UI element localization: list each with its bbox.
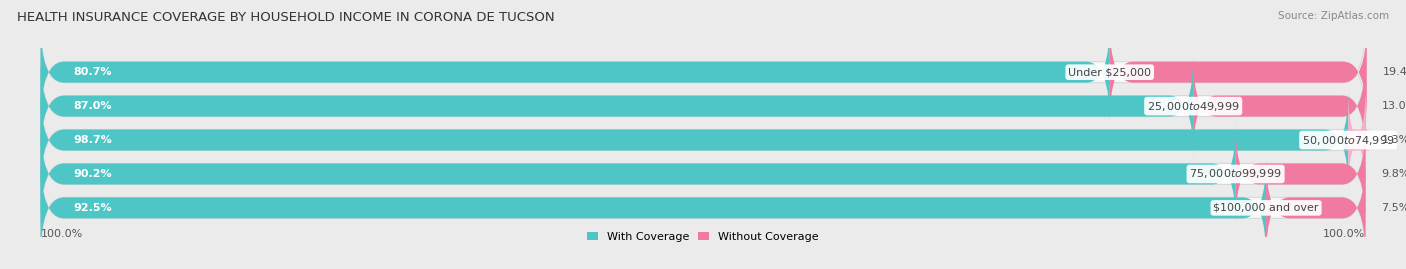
FancyBboxPatch shape <box>1109 22 1367 123</box>
Text: $25,000 to $49,999: $25,000 to $49,999 <box>1147 100 1240 113</box>
FancyBboxPatch shape <box>41 22 1365 123</box>
Text: Under $25,000: Under $25,000 <box>1069 67 1152 77</box>
FancyBboxPatch shape <box>41 157 1265 259</box>
Text: $100,000 and over: $100,000 and over <box>1213 203 1319 213</box>
FancyBboxPatch shape <box>41 90 1365 190</box>
Text: 9.8%: 9.8% <box>1381 169 1406 179</box>
Text: 87.0%: 87.0% <box>73 101 112 111</box>
Text: 7.5%: 7.5% <box>1381 203 1406 213</box>
FancyBboxPatch shape <box>41 22 1109 123</box>
FancyBboxPatch shape <box>41 157 1365 259</box>
Legend: With Coverage, Without Coverage: With Coverage, Without Coverage <box>582 227 824 246</box>
FancyBboxPatch shape <box>1265 157 1365 259</box>
FancyBboxPatch shape <box>41 90 1348 190</box>
FancyBboxPatch shape <box>41 123 1236 225</box>
Text: 19.4%: 19.4% <box>1382 67 1406 77</box>
FancyBboxPatch shape <box>1341 90 1372 190</box>
Text: 100.0%: 100.0% <box>41 229 83 239</box>
Text: 90.2%: 90.2% <box>73 169 112 179</box>
Text: 92.5%: 92.5% <box>73 203 112 213</box>
FancyBboxPatch shape <box>41 55 1365 157</box>
FancyBboxPatch shape <box>1236 123 1365 225</box>
FancyBboxPatch shape <box>1194 55 1365 157</box>
Text: $75,000 to $99,999: $75,000 to $99,999 <box>1189 168 1282 180</box>
FancyBboxPatch shape <box>41 55 1194 157</box>
Text: 98.7%: 98.7% <box>73 135 112 145</box>
Text: 13.0%: 13.0% <box>1381 101 1406 111</box>
Text: $50,000 to $74,999: $50,000 to $74,999 <box>1302 133 1395 147</box>
Text: 1.3%: 1.3% <box>1381 135 1406 145</box>
Text: 100.0%: 100.0% <box>1323 229 1365 239</box>
Text: 80.7%: 80.7% <box>73 67 112 77</box>
FancyBboxPatch shape <box>41 123 1365 225</box>
Text: HEALTH INSURANCE COVERAGE BY HOUSEHOLD INCOME IN CORONA DE TUCSON: HEALTH INSURANCE COVERAGE BY HOUSEHOLD I… <box>17 11 554 24</box>
Text: Source: ZipAtlas.com: Source: ZipAtlas.com <box>1278 11 1389 21</box>
